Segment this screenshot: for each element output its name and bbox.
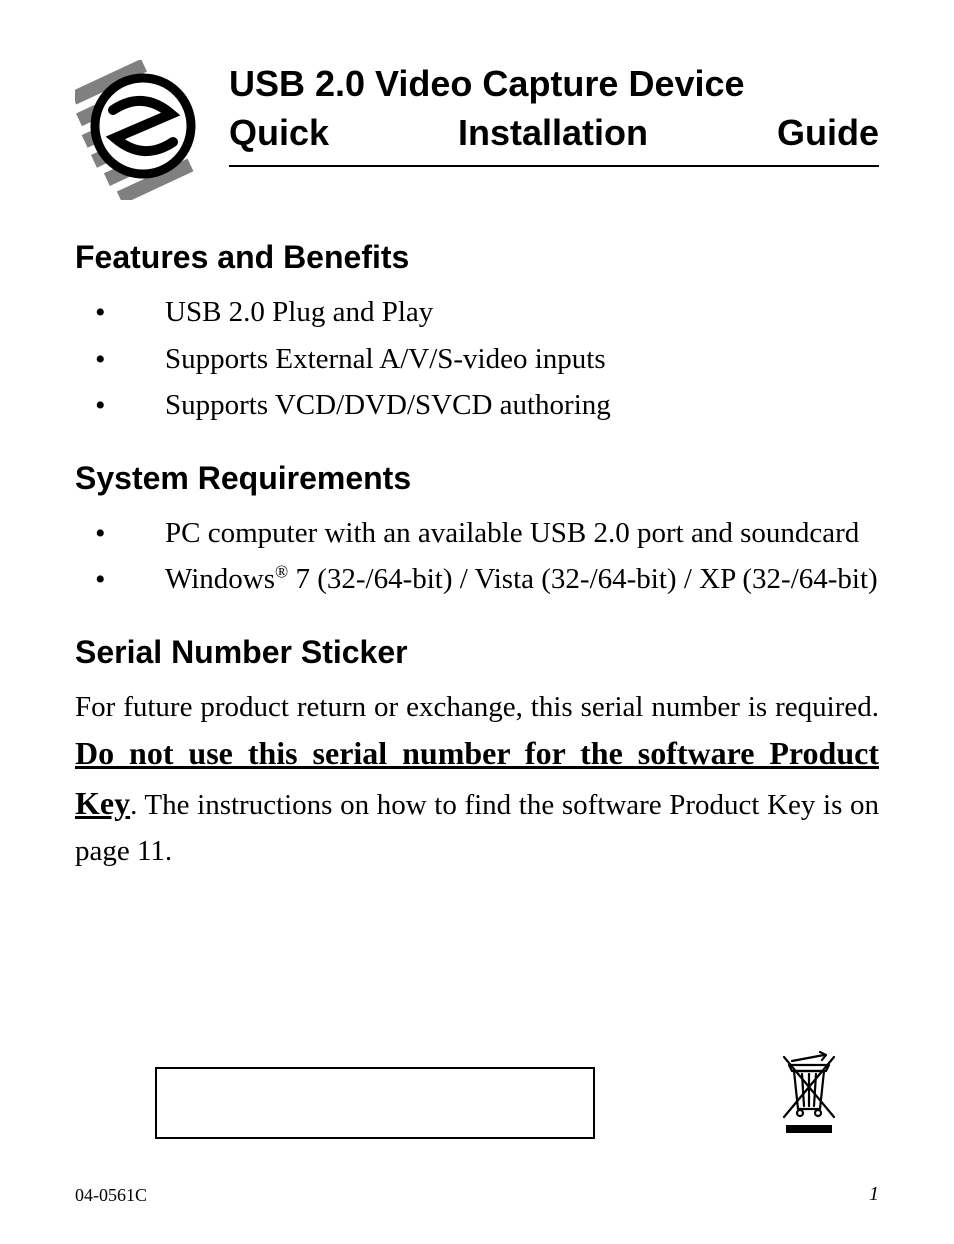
list-item: •USB 2.0 Plug and Play <box>75 290 879 337</box>
list-item: •PC computer with an available USB 2.0 p… <box>75 511 879 558</box>
serial-body-post: . The instructions on how to find the so… <box>75 789 879 867</box>
footer-page-number: 1 <box>869 1183 879 1206</box>
title-block: USB 2.0 Video Capture Device Quick Insta… <box>229 60 879 167</box>
requirements-list: •PC computer with an available USB 2.0 p… <box>75 511 879 604</box>
title-line-2: Quick Installation Guide <box>229 109 879 158</box>
serial-sticker-box <box>155 1067 595 1139</box>
heading-features: Features and Benefits <box>75 239 879 276</box>
title-line-1: USB 2.0 Video Capture Device <box>229 60 879 109</box>
req-windows: Windows® 7 (32-/64-bit) / Vista (32-/64-… <box>165 557 879 604</box>
weee-bin-icon <box>774 1051 844 1144</box>
header-row: USB 2.0 Video Capture Device Quick Insta… <box>75 60 879 205</box>
brand-logo <box>75 60 205 205</box>
list-item: •Supports External A/V/S-video inputs <box>75 337 879 384</box>
serial-paragraph: For future product return or exchange, t… <box>75 685 879 874</box>
heading-serial: Serial Number Sticker <box>75 634 879 671</box>
footer-doc-code: 04-0561C <box>75 1185 147 1206</box>
list-item: •Windows® 7 (32-/64-bit) / Vista (32-/64… <box>75 557 879 604</box>
s-logo-icon <box>75 60 205 200</box>
title-underline <box>229 165 879 167</box>
serial-body-pre: For future product return or exchange, t… <box>75 691 879 723</box>
list-item: •Supports VCD/DVD/SVCD authoring <box>75 383 879 430</box>
heading-requirements: System Requirements <box>75 460 879 497</box>
features-list: •USB 2.0 Plug and Play •Supports Externa… <box>75 290 879 430</box>
